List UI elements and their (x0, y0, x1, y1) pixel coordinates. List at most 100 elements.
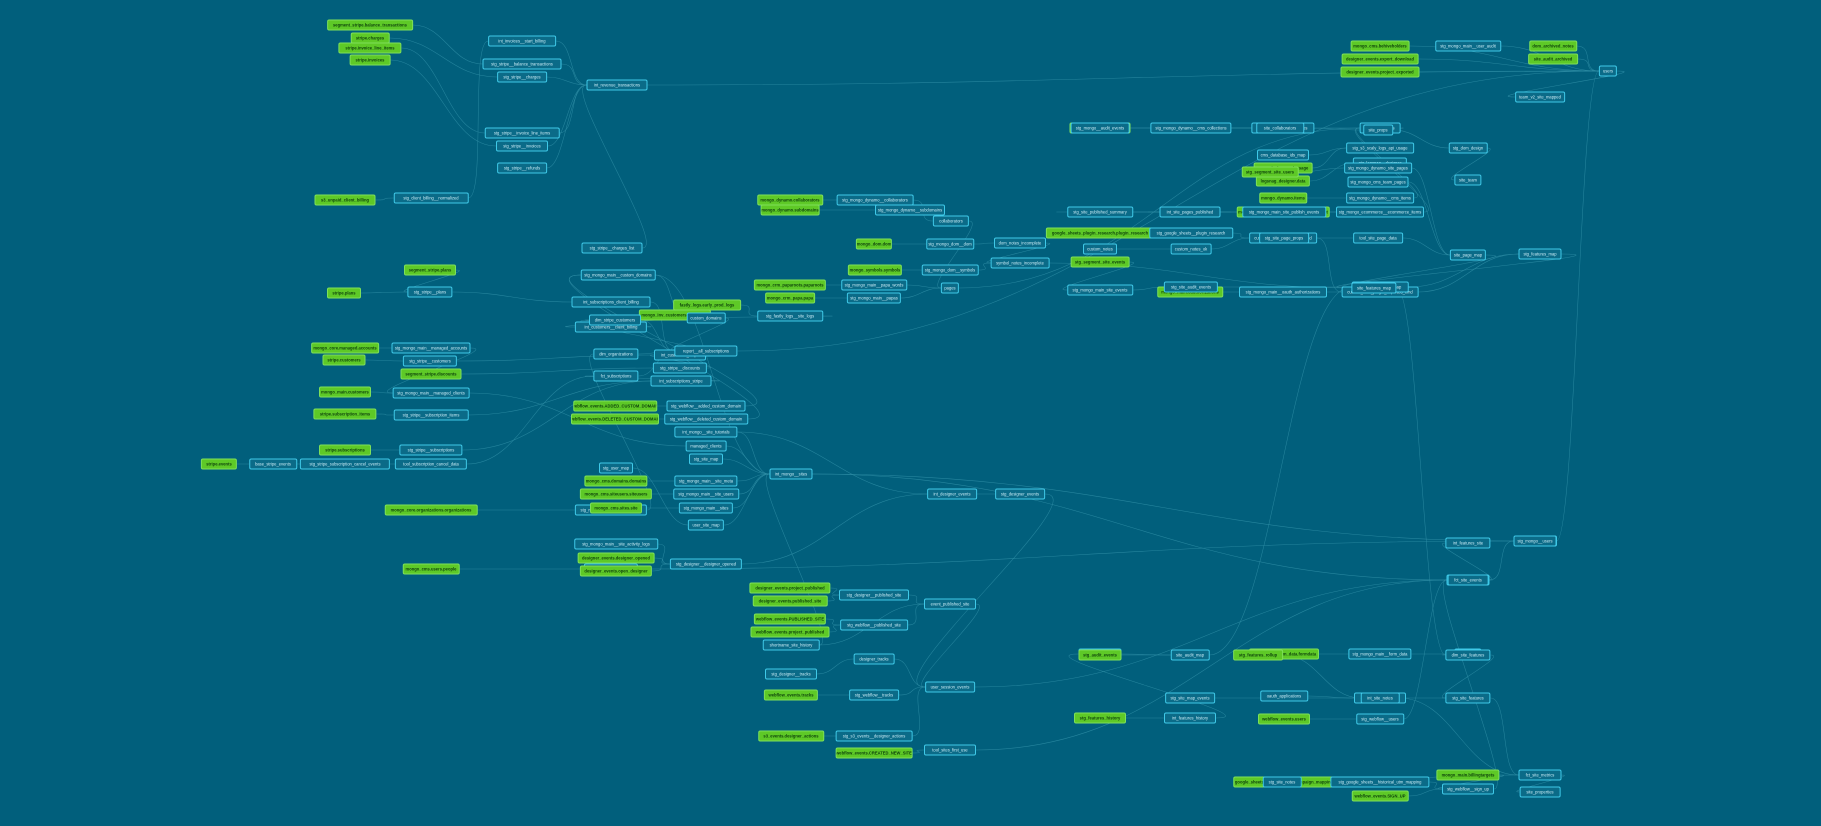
model-node[interactable]: stg_mongo_cms_team_pages (1347, 176, 1409, 188)
model-node[interactable]: pages (940, 282, 960, 294)
source-node[interactable]: designer_events.project_published (749, 582, 831, 594)
model-node[interactable]: stg_site_notes (1262, 776, 1302, 788)
model-node[interactable]: stg_mongo_main_site_publish_events (1242, 206, 1326, 218)
source-node[interactable]: mongo_main.customers (319, 386, 371, 398)
source-node[interactable]: mongo_core.managed.accounts (311, 342, 379, 354)
model-node[interactable]: site_collaborators (1256, 122, 1304, 134)
source-node[interactable]: stg_segment_site_users (1241, 166, 1299, 178)
model-node[interactable]: site_page_map (1449, 249, 1487, 261)
source-node[interactable]: mongo_crm_papa.papa (765, 292, 815, 304)
source-node[interactable]: stripe.subscription_items (313, 408, 377, 420)
model-node[interactable]: stg_features_map (1518, 248, 1562, 260)
model-node[interactable]: user_session_events (925, 681, 975, 693)
model-node[interactable]: stg_mongo_main__user_audit (1435, 40, 1501, 52)
model-node[interactable]: dim_organizations (593, 348, 639, 360)
source-node[interactable]: designer_events.published_site (752, 595, 828, 607)
source-node[interactable]: designer_events.designer_opened (577, 552, 655, 564)
model-node[interactable]: int_mongo__sites (769, 468, 813, 480)
source-node[interactable]: mongo_cms.sites.site (590, 502, 642, 514)
model-node[interactable]: stg_s3_scaly_logs_api_usage (1346, 142, 1414, 154)
source-node[interactable]: segment_stripe.plans (404, 264, 456, 276)
source-node[interactable]: webflow_events.project_published (750, 626, 830, 638)
source-node[interactable]: mongo_dynamo.items (1259, 192, 1307, 204)
model-node[interactable]: managed_clients (685, 440, 727, 452)
model-node[interactable]: stg_mongo_main__custom_domains (580, 269, 656, 281)
model-node[interactable]: stg_designer_events (995, 488, 1045, 500)
model-node[interactable]: tool_sites_first_use (924, 744, 976, 756)
model-node[interactable]: base_stripe_events (249, 458, 297, 470)
source-node[interactable]: webflow_events.CREATED_NEW_SITE (835, 747, 913, 759)
model-node[interactable]: designer_tracks (853, 653, 895, 665)
source-node[interactable]: mongo_core.organizations.organizations (384, 504, 478, 516)
model-node[interactable]: stg_site_map (689, 453, 723, 465)
source-node[interactable]: webflow_events.tracks (763, 689, 819, 701)
model-node[interactable]: stg_stripe__subscriptions (399, 444, 463, 456)
model-node[interactable]: stg_mongo_main__site_activity_logs (574, 538, 658, 550)
model-node[interactable]: custom_notes (1083, 243, 1117, 255)
model-node[interactable]: stg_site_features (1445, 692, 1491, 704)
model-node[interactable]: stg_fastly_logs__site_logs (757, 310, 823, 322)
model-node[interactable]: stg_stripe__invoices (496, 140, 548, 152)
model-node[interactable]: int_revenue_transactions (586, 79, 648, 91)
source-node[interactable]: mongo_cms.siteusers.siteusers (579, 488, 653, 500)
model-node[interactable]: stg_designer__designer_opened (669, 558, 743, 570)
model-node[interactable]: fct_site_events (1447, 574, 1489, 586)
model-node[interactable]: stg_stripe__discounts (652, 362, 708, 374)
model-node[interactable]: stg_google_sheets__historical_utm_mappin… (1330, 776, 1430, 788)
model-node[interactable]: stg_stripe__plans (407, 286, 453, 298)
source-node[interactable]: stripe.invoices (349, 54, 391, 66)
model-node[interactable]: stg_mongo_main__form_data (1348, 648, 1412, 660)
model-node[interactable]: event_published_site (924, 598, 976, 610)
model-node[interactable]: stg_mongo_main__site_meta (674, 475, 738, 487)
model-node[interactable]: dim_stripe_customers (589, 314, 641, 326)
model-node[interactable]: custom_domains (686, 312, 726, 324)
source-node[interactable]: mongo_main.billingtargets (1436, 769, 1500, 781)
source-node[interactable]: webflow_events.SIGN_UP (1351, 790, 1409, 802)
model-node[interactable]: stg_site_published_summary (1067, 206, 1133, 218)
source-node[interactable]: mongo_dynamo.collaborators (757, 194, 823, 206)
model-node[interactable]: tool_site_page_data (1353, 232, 1403, 244)
model-node[interactable]: stg_mongo_dom__symbols (921, 264, 979, 276)
source-node[interactable]: mongo_symbols.symbols (847, 264, 903, 276)
model-node[interactable]: stg_webflow__deleted_custom_domain (664, 413, 748, 425)
model-node[interactable]: int_invoices__start_billing (488, 35, 556, 47)
model-node[interactable]: stg_google_sheets__plugin_research (1149, 227, 1233, 239)
source-node[interactable]: google_sheets_plugin_research.plugin_res… (1045, 227, 1155, 239)
model-node[interactable]: stg_mongo_dom__dom (926, 238, 974, 250)
model-node[interactable]: stg_site_audit_events (1163, 281, 1219, 293)
source-node[interactable]: webflow_events.ADDED_CUSTOM_DOMAIN (573, 400, 657, 412)
model-node[interactable]: stg_designer__tracks (765, 668, 817, 680)
model-node[interactable]: stg_client_billing__normalized (393, 192, 469, 204)
model-node[interactable]: stg_mongo_dynamo__subdomains (875, 204, 945, 216)
source-node[interactable]: mongo_cms.users.people (402, 563, 460, 575)
model-node[interactable]: fct_site_metrics (1518, 769, 1562, 781)
model-node[interactable]: stg_stripe_subscription_cancel_events (299, 458, 391, 470)
model-node[interactable]: stg_mongo__users (1513, 535, 1557, 547)
model-node[interactable]: oauth_applications (1260, 690, 1308, 702)
model-node[interactable]: site_props (1363, 124, 1393, 136)
model-node[interactable]: stg_mongo_main__sites (678, 502, 734, 514)
model-node[interactable]: stg_mongo_dynamo_site_pages (1344, 162, 1412, 174)
model-node[interactable]: stg_mongo_ecommerce__ecommerce_items (1336, 206, 1424, 218)
model-node[interactable]: stg_stripe__customers (402, 355, 458, 367)
source-node[interactable]: stg_segment_site_events (1070, 256, 1130, 268)
model-node[interactable]: int_subscriptions_client_billing (571, 296, 651, 308)
model-node[interactable]: stg_mongo_main__managed_accounts (391, 342, 471, 354)
source-node[interactable]: mongo_crm_paparoots.paparoots (753, 279, 827, 291)
source-node[interactable]: stripe.events (200, 458, 238, 470)
source-node[interactable]: s3_unpaid_client_billing (314, 194, 376, 206)
model-node[interactable]: stg_webflow__users (1356, 713, 1404, 725)
model-node[interactable]: custom_notes_ok (1170, 243, 1212, 255)
model-node[interactable]: team_v2_site_mapped (1515, 91, 1565, 103)
source-node[interactable]: s3_events.designer_actions (758, 730, 824, 742)
source-node[interactable]: mongo_cms.domains.domains (584, 475, 648, 487)
source-node[interactable]: fastly_logs.early_prod_logs (673, 299, 741, 311)
model-node[interactable]: stg_stripe__invoice_line_items (484, 127, 560, 139)
model-node[interactable]: report__all_subscriptions (674, 345, 738, 357)
model-node[interactable]: stg_s3_events__designer_actions (835, 730, 913, 742)
model-node[interactable]: stg_stripe__charges (497, 71, 547, 83)
model-node[interactable]: cms_database_ids_map (1257, 149, 1309, 161)
source-node[interactable]: mongo_dom.dom (855, 238, 893, 250)
model-node[interactable]: stg_stripe__refunds (497, 162, 547, 174)
model-node[interactable]: int_designer_events (927, 488, 977, 500)
